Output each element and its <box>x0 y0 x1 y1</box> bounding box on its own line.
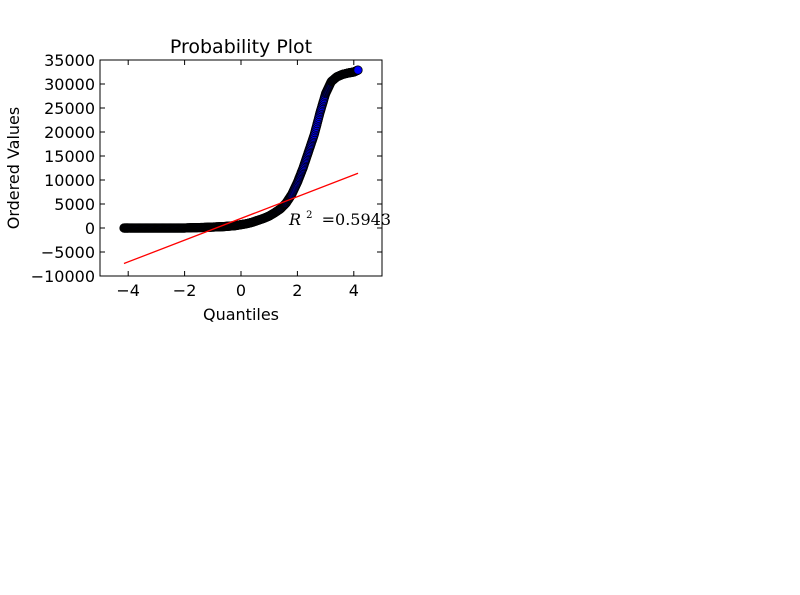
y-tick-label: 30000 <box>44 75 95 94</box>
data-point <box>353 65 363 75</box>
y-tick-label: 0 <box>85 219 95 238</box>
chart-title: Probability Plot <box>170 36 312 58</box>
x-axis-label: Quantiles <box>203 305 279 324</box>
r-squared-annotation: R 2 =0.5943 <box>288 203 391 229</box>
x-tick-label: 2 <box>292 281 302 300</box>
x-tick-label: −2 <box>173 281 197 300</box>
r-squared-exponent: 2 <box>306 210 312 221</box>
r-squared-symbol: R <box>288 210 301 229</box>
axes-frame <box>99 59 383 277</box>
y-tick-label: −10000 <box>31 267 95 286</box>
y-tick-label: 20000 <box>44 123 95 142</box>
data-layer <box>119 65 363 265</box>
y-axis-label: Ordered Values <box>4 107 23 229</box>
y-tick-label: −5000 <box>41 243 95 262</box>
x-tick-label: 0 <box>236 281 246 300</box>
plot-area: −4 −2 0 2 4 −10000 −5000 0 5000 10000 15000 20000 25… <box>31 51 383 300</box>
y-tick-label: 35000 <box>44 51 95 70</box>
y-tick-label: 15000 <box>44 147 95 166</box>
x-tick-label: 4 <box>349 281 359 300</box>
x-tick-label: −4 <box>116 281 140 300</box>
y-tick-label: 5000 <box>54 195 95 214</box>
r-squared-value: =0.5943 <box>322 210 391 229</box>
y-tick-label: 25000 <box>44 99 95 118</box>
fit-line <box>123 172 359 265</box>
y-tick-label: 10000 <box>44 171 95 190</box>
